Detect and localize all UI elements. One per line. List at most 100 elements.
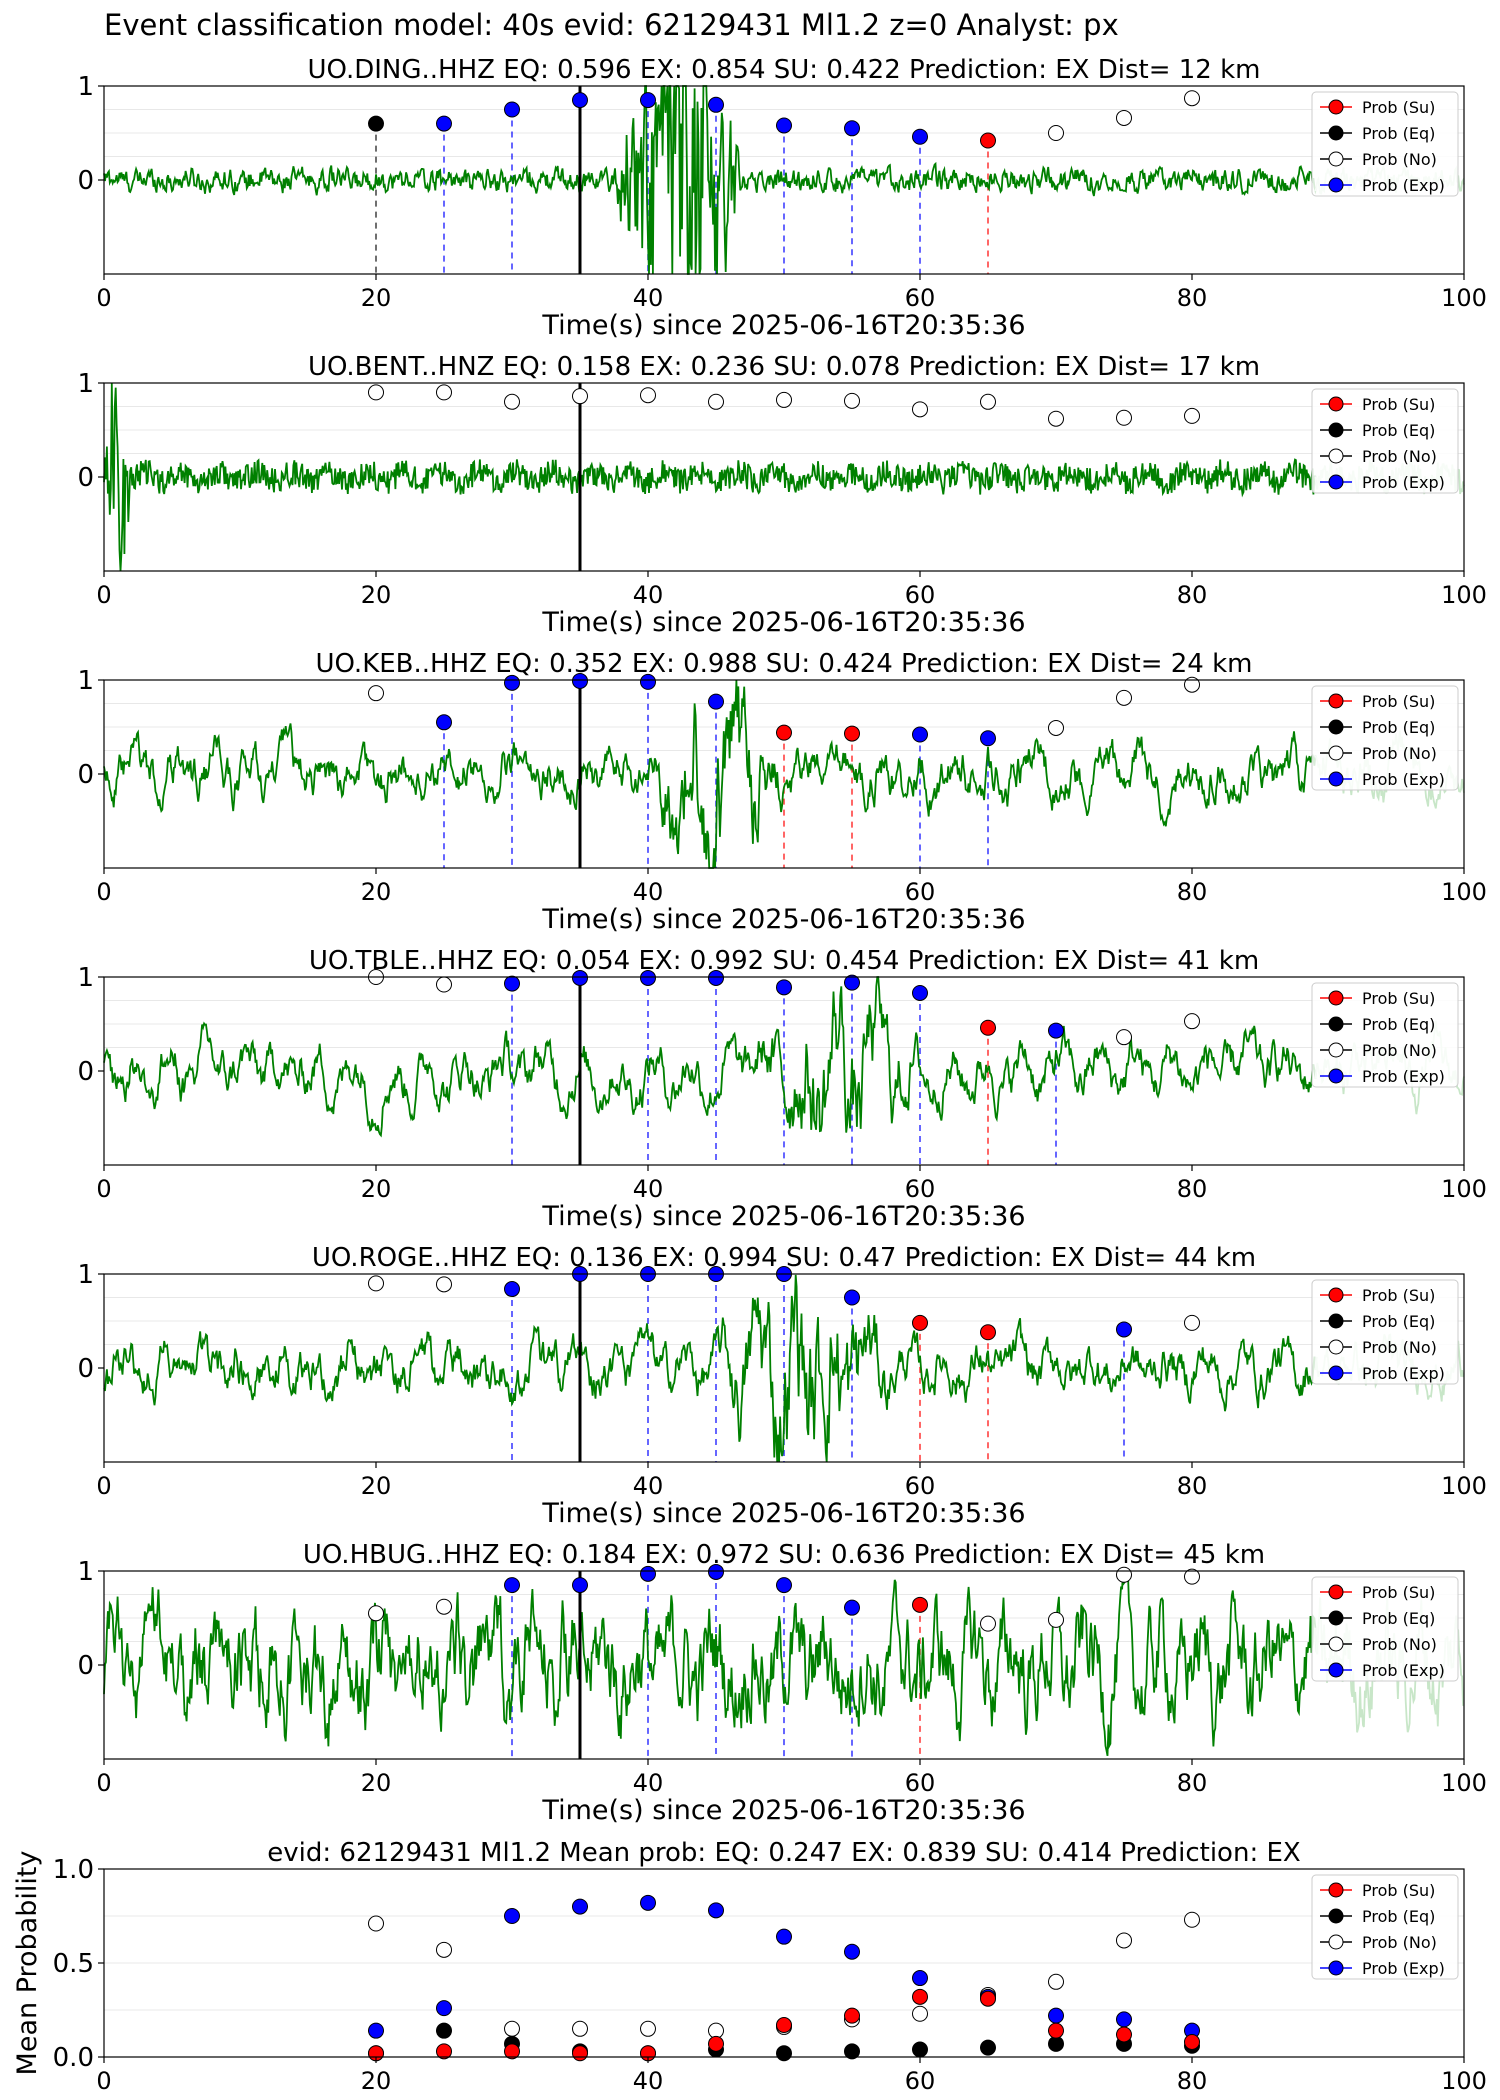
mean-marker-no (640, 2020, 656, 2037)
prob-marker-no (1116, 109, 1132, 126)
prob-marker-no (368, 685, 384, 702)
mean-marker-ex (640, 1894, 656, 1911)
panel-1: UO.DING..HHZ EQ: 0.596 EX: 0.854 SU: 0.4… (77, 55, 1486, 341)
prob-marker-no (1184, 1314, 1200, 1331)
panel-4: UO.TBLE..HHZ EQ: 0.054 EX: 0.992 SU: 0.4… (77, 946, 1486, 1232)
x-tick-label: 40 (633, 1769, 664, 1797)
y-tick-label: 0 (77, 760, 94, 790)
prob-marker-no (436, 1598, 452, 1615)
legend-marker-ex (1328, 1365, 1344, 1381)
waveform-trace (103, 1570, 1318, 1756)
mean-marker-eq (844, 2043, 860, 2060)
prob-marker-no (1048, 1611, 1064, 1628)
panel-2: UO.BENT..HNZ EQ: 0.158 EX: 0.236 SU: 0.0… (77, 352, 1486, 638)
legend-label-ex: Prob (Exp) (1362, 770, 1445, 789)
x-tick-label: 80 (1177, 2067, 1208, 2095)
mean-marker-eq (776, 2045, 792, 2062)
legend-marker-su (1328, 990, 1344, 1006)
y-tick-label: 0.5 (53, 1949, 94, 1979)
x-tick-label: 20 (361, 1175, 392, 1203)
x-tick-label: 80 (1177, 284, 1208, 312)
prob-marker-ex (436, 714, 452, 731)
x-axis-label: Time(s) since 2025-06-16T20:35:36 (541, 310, 1025, 341)
legend-label-ex: Prob (Exp) (1362, 1661, 1445, 1680)
legend-label-su: Prob (Su) (1362, 1583, 1435, 1602)
prob-marker-ex (1048, 1022, 1064, 1039)
legend-label-su: Prob (Su) (1362, 989, 1435, 1008)
mean-marker-su (912, 1988, 928, 2005)
prob-marker-no (980, 393, 996, 410)
x-tick-label: 20 (361, 2067, 392, 2095)
mean-marker-ex (504, 1908, 520, 1924)
x-axis-label: Time(s) since 2025-06-16T20:35:36 (541, 607, 1025, 638)
legend-label-no: Prob (No) (1362, 744, 1437, 763)
prob-marker-no (1184, 676, 1200, 693)
legend-label-eq: Prob (Eq) (1362, 1907, 1435, 1926)
legend-label-no: Prob (No) (1362, 1635, 1437, 1654)
legend-label-no: Prob (No) (1362, 150, 1437, 169)
prob-marker-no (1048, 125, 1064, 141)
x-tick-label: 100 (1441, 878, 1487, 906)
legend-marker-ex (1328, 177, 1344, 193)
y-tick-label: 0 (77, 1651, 94, 1681)
x-tick-label: 80 (1177, 878, 1208, 906)
prob-marker-ex (572, 672, 588, 689)
panel-6: UO.HBUG..HHZ EQ: 0.184 EX: 0.972 SU: 0.6… (77, 1540, 1486, 1826)
y-axis-label: Mean Probability (12, 1851, 43, 2076)
x-tick-label: 100 (1441, 1175, 1487, 1203)
mean-marker-ex (708, 1902, 724, 1919)
prob-marker-su (776, 724, 792, 741)
prob-marker-no (1048, 410, 1064, 427)
prob-marker-ex (912, 128, 928, 145)
panel-mean-probability: evid: 62129431 Ml1.2 Mean prob: EQ: 0.24… (12, 1838, 1487, 2095)
prob-marker-no (1184, 1013, 1200, 1030)
legend-label-ex: Prob (Exp) (1362, 176, 1445, 195)
legend-label-su: Prob (Su) (1362, 692, 1435, 711)
x-axis-label: Time(s) since 2025-06-16T20:35:36 (541, 1201, 1025, 1232)
x-tick-label: 100 (1441, 581, 1487, 609)
prob-marker-ex (504, 975, 520, 992)
prob-marker-ex (436, 115, 452, 132)
x-axis-label: Time(s) since 2025-06-16T20:35:36 (541, 904, 1025, 935)
x-tick-label: 0 (96, 1175, 111, 1203)
y-tick-label: 1 (77, 666, 94, 696)
mean-marker-ex (572, 1898, 588, 1915)
legend-marker-su (1328, 1882, 1344, 1898)
prob-marker-ex (776, 979, 792, 996)
prob-marker-ex (844, 1289, 860, 1306)
x-tick-label: 60 (905, 1472, 936, 1500)
x-axis-label: Time(s) since 2025-06-16T20:35:36 (541, 1498, 1025, 1529)
mean-marker-su (708, 2035, 724, 2052)
x-tick-label: 60 (905, 284, 936, 312)
legend-marker-no (1328, 1339, 1344, 1355)
mean-marker-eq (980, 2039, 996, 2056)
y-tick-label: 1 (77, 963, 94, 993)
legend-marker-su (1328, 693, 1344, 709)
x-tick-label: 0 (96, 1769, 111, 1797)
x-tick-label: 20 (361, 1769, 392, 1797)
x-tick-label: 100 (1441, 2067, 1487, 2095)
prob-marker-ex (844, 120, 860, 137)
legend-marker-no (1328, 1934, 1344, 1950)
x-tick-label: 20 (361, 581, 392, 609)
legend-box (1311, 388, 1459, 494)
legend-label-ex: Prob (Exp) (1362, 1067, 1445, 1086)
panel-5: UO.ROGE..HHZ EQ: 0.136 EX: 0.994 SU: 0.4… (77, 1243, 1486, 1529)
mean-marker-ex (436, 2000, 452, 2017)
waveform-trace (103, 383, 1318, 572)
prob-marker-ex (912, 726, 928, 743)
x-tick-label: 100 (1441, 1472, 1487, 1500)
prob-marker-ex (640, 673, 656, 690)
x-tick-label: 20 (361, 1472, 392, 1500)
legend-marker-no (1328, 1042, 1344, 1058)
prob-marker-no (980, 1615, 996, 1632)
mean-marker-su (1184, 2033, 1200, 2050)
legend-marker-eq (1328, 1610, 1344, 1626)
prob-marker-ex (504, 101, 520, 118)
legend-marker-no (1328, 745, 1344, 761)
prob-marker-ex (708, 693, 724, 710)
prob-marker-ex (504, 1577, 520, 1594)
prob-marker-su (844, 725, 860, 742)
mean-marker-no (1048, 1973, 1064, 1990)
